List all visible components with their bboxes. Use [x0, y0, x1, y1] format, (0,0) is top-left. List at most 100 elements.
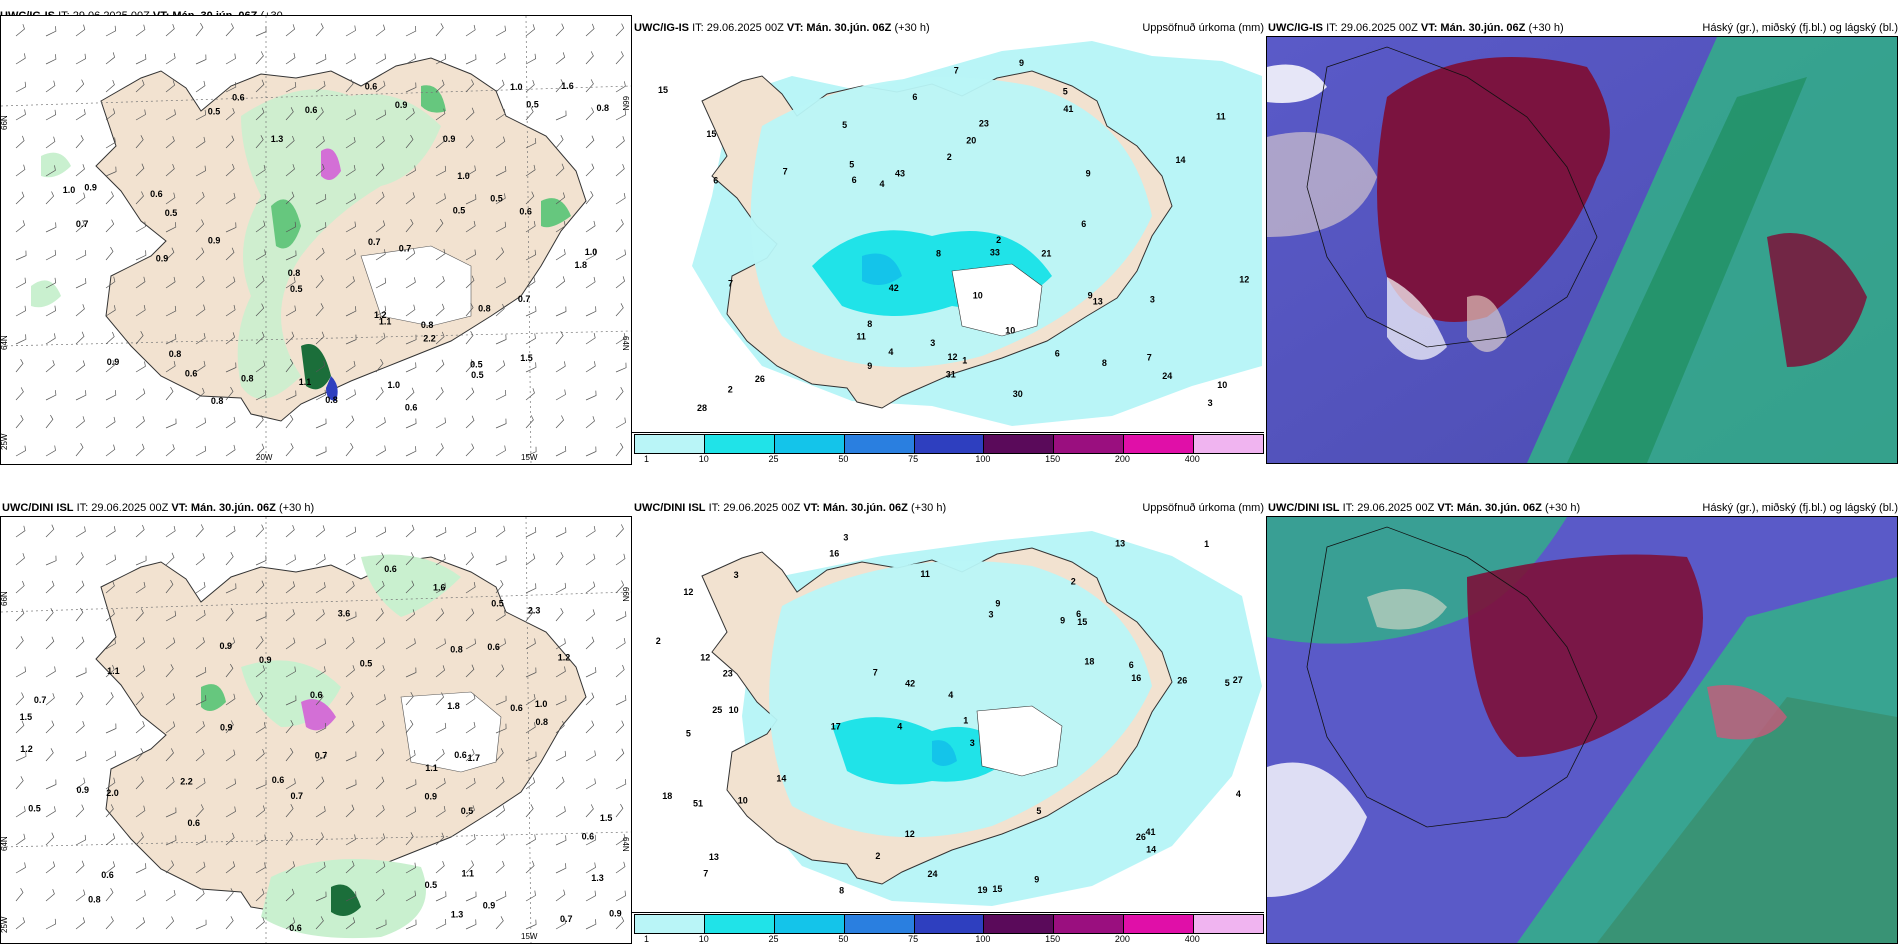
- wind-barb: [195, 80, 206, 93]
- wind-barb: [165, 664, 174, 678]
- wind-barb: [495, 221, 507, 233]
- value-label: 0.9: [156, 254, 169, 264]
- wind-barb: [405, 609, 416, 622]
- wind-barb: [435, 608, 445, 622]
- wind-barb: [285, 135, 295, 149]
- cloud-cover-map: [1266, 36, 1898, 464]
- wind-barb: [585, 361, 596, 373]
- wind-barb: [255, 805, 266, 818]
- value-label: 24: [928, 869, 938, 879]
- wind-barb: [375, 305, 387, 317]
- wind-barb: [255, 691, 264, 706]
- wind-barb: [345, 79, 354, 93]
- colorbar-swatch: [844, 435, 915, 453]
- value-label: 23: [723, 669, 733, 679]
- wind-barb: [495, 303, 505, 317]
- accum-precip-map: 2 3 2 10 6 9 7 5 8 11 3 6 4 7 6 5 9 7 8 11 15 26 31 21 13 41 43 20 1…: [632, 36, 1264, 433]
- value-label: 0.6: [384, 564, 397, 574]
- wind-barb: [495, 748, 504, 762]
- wind-barb: [165, 222, 177, 233]
- wind-barb: [225, 525, 236, 538]
- wind-barb: [375, 332, 386, 345]
- wind-barb: [375, 387, 384, 401]
- wind-barb: [315, 861, 326, 874]
- lon-label-25w: 25W: [1, 916, 9, 933]
- wind-barb: [195, 861, 206, 874]
- wind-barb: [135, 776, 144, 790]
- wind-barb: [315, 303, 324, 317]
- lat-label-66n-right: 66N: [621, 96, 630, 111]
- wind-barb: [75, 552, 84, 566]
- wind-barb: [105, 108, 116, 121]
- wind-barb: [315, 331, 325, 345]
- colorbar-tick-label: 1: [644, 454, 650, 464]
- value-label: 8: [936, 248, 941, 258]
- colorbar-tick-label: 25: [768, 934, 779, 944]
- wind-barb: [525, 527, 537, 538]
- value-label: 0.5: [470, 360, 483, 370]
- wind-barb: [225, 222, 237, 233]
- value-label: 0.7: [291, 791, 304, 801]
- wind-barb: [195, 834, 207, 846]
- wind-barb: [465, 24, 476, 37]
- wind-barb: [495, 53, 506, 65]
- value-label: 2.2: [423, 334, 436, 344]
- wind-barb: [615, 748, 625, 762]
- wind-barb: [495, 108, 506, 121]
- wind-barb: [105, 916, 114, 930]
- wind-barb: [195, 888, 205, 902]
- value-label: 10: [1005, 325, 1015, 335]
- wind-barb: [405, 750, 416, 762]
- row1-p3-lead: (+30 h): [1528, 22, 1564, 34]
- value-label: 2: [947, 152, 952, 162]
- wind-barb: [75, 860, 85, 874]
- lon-label-15w: 15W: [521, 453, 538, 462]
- wind-barb: [105, 777, 116, 790]
- value-label: 0.7: [315, 751, 328, 761]
- value-label: 0.8: [536, 717, 549, 727]
- wind-barb: [195, 777, 206, 790]
- value-label: 15: [992, 884, 1002, 894]
- value-label: 0.7: [518, 294, 531, 304]
- wind-barb: [135, 109, 146, 121]
- wind-barb: [75, 416, 85, 429]
- lon-label-25w: 25W: [1, 433, 9, 450]
- wind-barb: [345, 692, 354, 706]
- colorbar-swatch: [984, 435, 1055, 453]
- value-label: 0.9: [208, 236, 221, 246]
- wind-barb: [15, 720, 25, 734]
- wind-barb: [435, 554, 446, 566]
- wind-barb: [555, 720, 565, 734]
- wind-barb: [45, 806, 56, 818]
- wind-barb: [135, 692, 144, 706]
- wind-barb: [315, 54, 327, 65]
- wind-barb: [285, 24, 296, 37]
- value-label: 0.5: [28, 804, 41, 814]
- colorbar-tick-label: 200: [1114, 454, 1130, 464]
- row2-panel3: UWC/DINI ISL IT: 29.06.2025 00Z VT: Mán.…: [1266, 480, 1900, 950]
- wind-barb: [555, 163, 565, 177]
- wind-barb: [465, 582, 476, 594]
- value-label: 19: [978, 885, 988, 895]
- colorbar-swatch: [1124, 915, 1195, 933]
- wind-barb: [585, 276, 596, 289]
- value-label: 0.6: [519, 206, 532, 216]
- map-canvas-dini: 0.9 1.5 0.6 0.6 0.5 0.6 1.0 0.6 1.3 0.9 0.6 1.1 0.5 0…: [1, 517, 631, 943]
- wind-barb: [345, 665, 355, 678]
- wind-barb: [285, 524, 295, 538]
- wind-barb: [525, 138, 537, 149]
- wind-barb: [225, 416, 236, 429]
- value-label: 1.3: [451, 910, 464, 920]
- wind-barb: [105, 331, 115, 345]
- row2-p2-param: Uppsöfnuð úrkoma (mm): [1142, 502, 1264, 514]
- wind-barb: [195, 54, 207, 65]
- wind-barb: [75, 109, 86, 121]
- wind-barb: [75, 889, 86, 902]
- wind-barb: [435, 527, 447, 538]
- value-label: 1.0: [388, 380, 401, 390]
- wind-barb: [615, 136, 625, 149]
- wind-barb: [75, 192, 86, 205]
- wind-barb: [555, 79, 564, 93]
- wind-barb: [135, 24, 146, 37]
- wind-barb: [195, 804, 204, 818]
